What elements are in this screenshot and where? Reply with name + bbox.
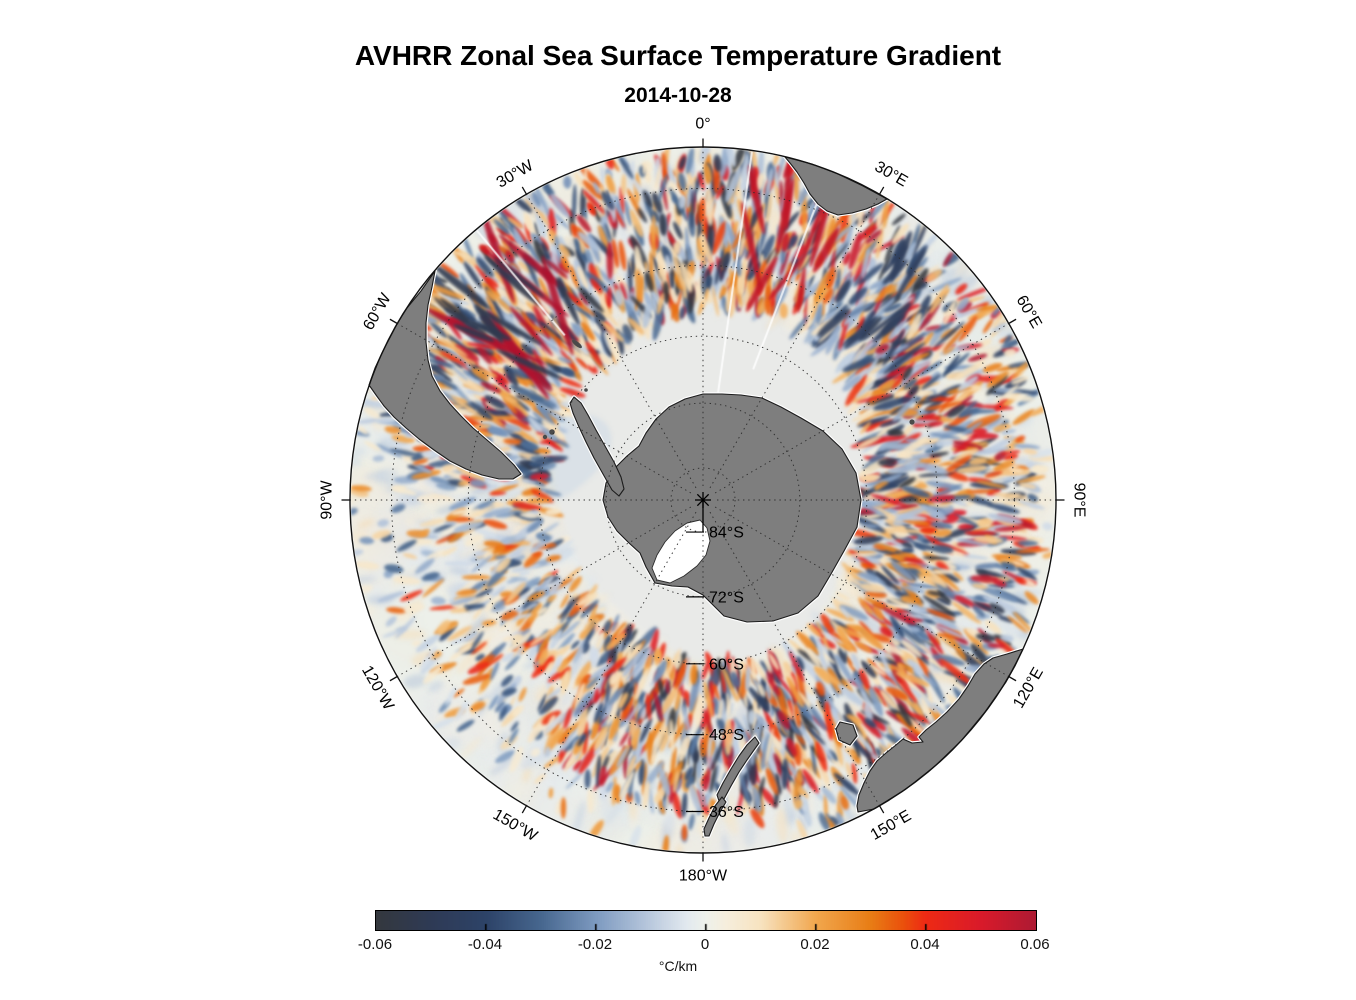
longitude-label-120W: 120°W xyxy=(358,663,397,714)
ross-ice-shelf xyxy=(651,519,711,584)
colorbar-tick-label--0.02: -0.02 xyxy=(577,936,613,953)
longitude-label-180W: 180°W xyxy=(679,868,728,885)
antarctica-landmass xyxy=(602,393,862,623)
australia-landmass xyxy=(856,648,1024,813)
antarctic-peninsula xyxy=(569,396,625,497)
longitude-label-150W: 150°W xyxy=(490,806,541,845)
longitude-tick xyxy=(1008,675,1017,682)
longitude-label-60W: 60°W xyxy=(360,290,395,333)
longitude-tick xyxy=(389,318,398,325)
colorbar-tick-label-0.06: 0.06 xyxy=(1020,936,1050,953)
map-labels: 0° 30°E 60°E 90°E 120°E 150°E 180°W 150°W 120°W 9… xyxy=(319,116,1088,885)
latitude-label-48S: 48°S xyxy=(709,727,744,744)
latitude-label-72S: 72°S xyxy=(709,589,744,606)
longitude-label-30E: 30°E xyxy=(872,158,911,190)
longitude-tick xyxy=(389,675,398,682)
landmasses xyxy=(367,155,1025,838)
longitude-label-60E: 60°E xyxy=(1013,293,1045,332)
colorbar-tick-label--0.06: -0.06 xyxy=(357,936,393,953)
longitude-label-90W: 90°W xyxy=(319,479,336,519)
colorbar-gradient xyxy=(376,911,1036,930)
longitude-tick xyxy=(878,186,885,195)
latitude-ring-48S xyxy=(467,264,939,736)
falkland-islet xyxy=(542,434,548,440)
africa-landmass xyxy=(784,156,888,216)
longitude-label-0: 0° xyxy=(695,116,710,133)
longitude-label-90E: 90°E xyxy=(1071,483,1088,518)
longitude-tick xyxy=(521,805,528,814)
colorbar-unit-label: °C/km xyxy=(658,958,698,974)
latitude-ring-60S xyxy=(538,335,868,665)
longitude-label-30W: 30°W xyxy=(494,157,537,192)
kerguelen-islet xyxy=(909,419,915,425)
south-georgia-islet xyxy=(572,339,582,349)
longitude-tick xyxy=(1008,318,1017,325)
falkland-islet xyxy=(549,429,555,435)
new-zealand-island xyxy=(716,736,760,802)
latitude-label-60S: 60°S xyxy=(709,656,744,673)
latitude-label-36S: 36°S xyxy=(709,804,744,821)
map-frame xyxy=(341,138,1065,862)
longitude-tick xyxy=(878,805,885,814)
colorbar xyxy=(375,910,1037,931)
colorbar-tick-label-0.04: 0.04 xyxy=(910,936,940,953)
south-pole-marker xyxy=(696,493,710,507)
colorbar-tick-label-0.02: 0.02 xyxy=(800,936,830,953)
small-islet xyxy=(584,388,588,392)
colorbar-tick-label--0.04: -0.04 xyxy=(467,936,503,953)
colorbar-tick-label-0: 0 xyxy=(700,936,710,953)
longitude-label-120E: 120°E xyxy=(1010,665,1047,711)
longitude-label-150E: 150°E xyxy=(868,807,914,844)
latitude-ring-84S xyxy=(670,467,736,533)
latitude-label-84S: 84°S xyxy=(709,525,744,542)
longitude-tick xyxy=(521,186,528,195)
